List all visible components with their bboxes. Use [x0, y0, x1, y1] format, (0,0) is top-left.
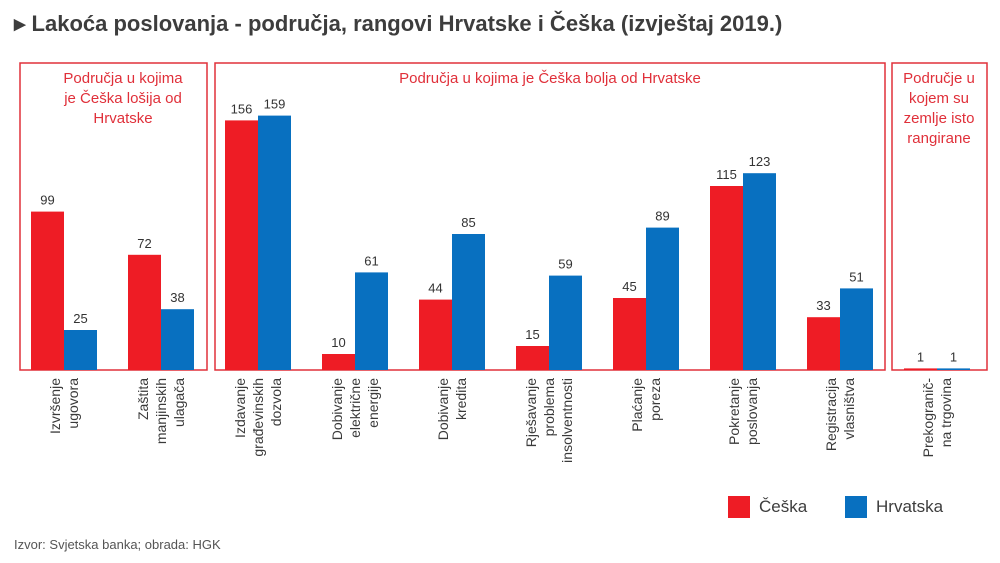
data-label-hrvatska-1: 25: [73, 311, 87, 326]
category-label-9-line-2: vlasništva: [841, 378, 857, 440]
category-label-9: Registracija vlasništva: [823, 378, 857, 451]
legend-swatch-hrvatska: [845, 496, 867, 518]
data-label-ceska-5: 44: [428, 281, 442, 296]
category-label-6-line-3: insolventnosti: [559, 378, 575, 463]
bar-hrvatska-8: [743, 173, 776, 370]
category-label-8-line-2: poslovanja: [744, 378, 760, 445]
category-label-1: Izvršenje ugovora: [47, 378, 81, 434]
data-label-hrvatska-9: 51: [849, 269, 863, 284]
data-label-hrvatska-2: 38: [170, 290, 184, 305]
bar-ceska-3: [225, 120, 258, 371]
category-label-10-line-2: na trgovina: [938, 378, 954, 447]
data-label-hrvatska-10: 1: [950, 349, 957, 364]
legend-item-hrvatska: Hrvatska: [845, 496, 943, 518]
group-frame-1: [19, 62, 208, 371]
data-label-hrvatska-4: 61: [364, 253, 378, 268]
category-label-7-line-2: poreza: [647, 378, 663, 421]
group-label-1-line-1: Područja u kojima: [63, 70, 183, 87]
bar-hrvatska-7: [646, 227, 679, 370]
data-label-hrvatska-6: 59: [558, 257, 572, 272]
legend-item-ceska: Češka: [728, 496, 807, 518]
data-label-ceska-6: 15: [525, 327, 539, 342]
category-label-6-line-2: problema: [541, 378, 557, 437]
category-label-7-line-1: Plaćanje: [629, 378, 645, 432]
chart-title: ▶ Lakoća poslovanja - područja, rangovi H…: [14, 11, 782, 37]
category-label-9-line-1: Registracija: [823, 378, 839, 451]
data-label-ceska-3: 156: [231, 101, 253, 116]
bar-ceska-5: [419, 299, 452, 370]
legend-swatch-ceska: [728, 496, 750, 518]
legend-label-hrvatska: Hrvatska: [876, 497, 944, 516]
data-label-ceska-2: 72: [137, 236, 151, 251]
category-label-4-line-1: Dobivanje: [329, 378, 345, 440]
category-label-10-line-1: Prekogranič-: [920, 378, 936, 458]
data-label-hrvatska-8: 123: [749, 154, 771, 169]
chart-title-text: Lakoća poslovanja - područja, rangovi Hr…: [31, 11, 783, 36]
bar-ceska-1: [31, 211, 64, 370]
data-label-ceska-9: 33: [816, 298, 830, 313]
category-label-3: Izdavanje građevinskih dozvola: [232, 378, 284, 457]
category-label-2-line-1: Zaštita: [135, 378, 151, 420]
category-label-6: Rješavanje problema insolventnosti: [523, 378, 575, 463]
bar-hrvatska-3: [258, 115, 291, 370]
bar-hrvatska-1: [64, 330, 97, 370]
category-label-4-line-3: energije: [365, 378, 381, 428]
bar-hrvatska-6: [549, 275, 582, 370]
bar-ceska-10: [904, 368, 937, 370]
group-label-2-line-1: Područja u kojima je Češka bolja od Hrva…: [399, 70, 701, 87]
bar-ceska-2: [128, 254, 161, 370]
category-label-2-line-2: manjinskih: [153, 378, 169, 444]
category-label-1-line-1: Izvršenje: [47, 378, 63, 434]
data-label-ceska-4: 10: [331, 335, 345, 350]
category-label-3-line-1: Izdavanje: [232, 378, 248, 438]
category-label-7: Plaćanje poreza: [629, 378, 663, 432]
legend-label-ceska: Češka: [759, 497, 808, 516]
data-label-hrvatska-5: 85: [461, 215, 475, 230]
category-label-2-line-3: ulagača: [171, 378, 187, 427]
data-label-ceska-10: 1: [917, 349, 924, 364]
category-label-1-line-2: ugovora: [65, 378, 81, 429]
caret-right-icon: ▶: [14, 16, 26, 33]
bar-ceska-6: [516, 346, 549, 370]
category-label-4: Dobivanje električne energije: [329, 378, 381, 440]
category-label-8-line-1: Pokretanje: [726, 378, 742, 445]
category-label-5-line-2: kredita: [453, 378, 469, 420]
group-label-3-line-4: rangirane: [907, 130, 970, 147]
bar-ceska-9: [807, 317, 840, 370]
data-label-ceska-8: 115: [716, 167, 737, 182]
category-label-5-line-1: Dobivanje: [435, 378, 451, 440]
category-label-6-line-1: Rješavanje: [523, 378, 539, 447]
group-label-3-line-2: kojem su: [909, 90, 969, 107]
bar-ceska-4: [322, 354, 355, 370]
bar-hrvatska-10: [937, 368, 970, 370]
category-label-4-line-2: električne: [347, 378, 363, 438]
bar-hrvatska-9: [840, 288, 873, 370]
bar-ceska-8: [710, 186, 743, 370]
category-label-8: Pokretanje poslovanja: [726, 378, 760, 445]
data-label-ceska-1: 99: [40, 193, 54, 208]
group-label-3-line-3: zemlje isto: [904, 110, 975, 127]
bar-hrvatska-2: [161, 309, 194, 370]
bar-hrvatska-4: [355, 272, 388, 370]
category-label-3-line-3: dozvola: [268, 378, 284, 426]
category-label-2: Zaštita manjinskih ulagača: [135, 378, 187, 444]
data-label-hrvatska-7: 89: [655, 209, 669, 224]
group-label-1-line-2: je Češka lošija od: [63, 90, 182, 107]
group-label-3-line-1: Područje u: [903, 70, 975, 87]
group-label-1-line-3: Hrvatske: [93, 110, 152, 127]
category-label-5: Dobivanje kredita: [435, 378, 469, 440]
category-label-10: Prekogranič-na trgovina: [920, 378, 954, 458]
data-label-hrvatska-3: 159: [264, 97, 286, 112]
data-label-ceska-7: 45: [622, 279, 636, 294]
source-note: Izvor: Svjetska banka; obrada: HGK: [14, 537, 221, 552]
category-label-3-line-2: građevinskih: [250, 378, 266, 457]
bar-hrvatska-5: [452, 234, 485, 370]
bar-ceska-7: [613, 298, 646, 370]
